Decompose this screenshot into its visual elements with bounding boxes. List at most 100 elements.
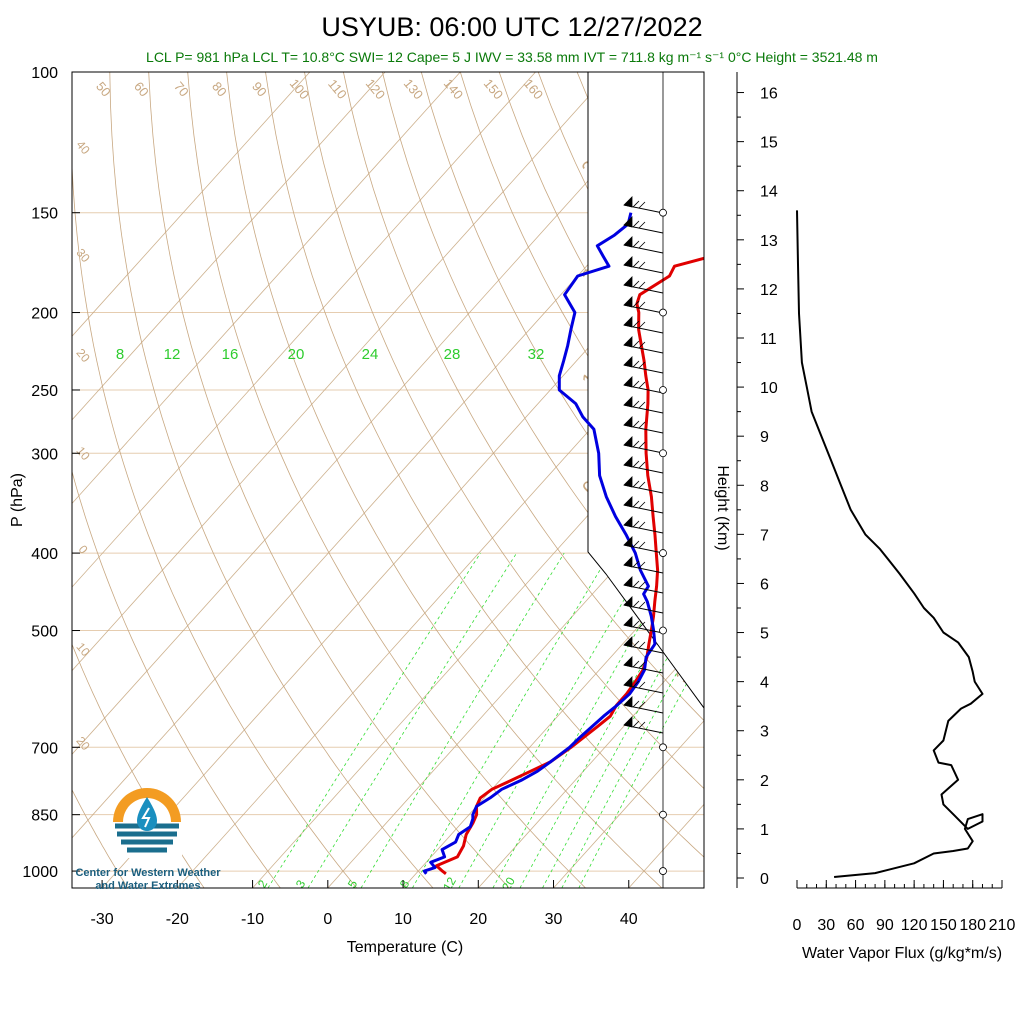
wind-barb-flag <box>623 636 646 649</box>
wind-barb-flag <box>623 336 646 349</box>
temperature-axis-label: Temperature (C) <box>347 939 463 956</box>
isotherm-line <box>72 72 461 505</box>
height-tick-label: 5 <box>760 626 769 643</box>
pressure-tick-label: 300 <box>31 446 58 463</box>
dry-adiabat-line <box>72 470 281 888</box>
mixing-ratio-label: 28 <box>444 346 461 363</box>
pressure-axis-label: P (hPa) <box>9 473 26 527</box>
flux-line <box>796 210 984 878</box>
flux-tick-label: 60 <box>847 917 865 934</box>
wind-barb-flag <box>623 416 646 429</box>
dry-adiabat-label: 110 <box>325 76 350 102</box>
adiabat-label: 10 <box>73 640 93 659</box>
dry-adiabat-line <box>343 72 704 722</box>
height-tick-label: 12 <box>760 282 778 299</box>
height-tick-label: 14 <box>760 184 778 201</box>
mixing-ratio-label: 8 <box>116 346 124 363</box>
mixing-ratio-line <box>492 552 683 888</box>
mixing-ratio-label: 2 <box>255 877 271 890</box>
pressure-tick-label: 700 <box>31 740 58 757</box>
wind-barb-flag <box>623 396 646 409</box>
flux-tick-label: 180 <box>959 917 986 934</box>
wind-barb-flag <box>623 556 646 569</box>
mixing-ratio-line <box>360 552 565 888</box>
mixing-ratio-label: 32 <box>528 346 545 363</box>
logo-text-line2: and Water Extremes <box>95 880 200 892</box>
mixing-ratio-label: 3 <box>293 877 309 890</box>
dry-adiabat-line <box>187 72 586 888</box>
isotherm-line <box>779 72 1024 888</box>
wind-barb-flag <box>623 676 646 689</box>
dry-adiabat-label: 50 <box>93 79 114 100</box>
height-tick-label: 10 <box>760 380 778 397</box>
skew-t-frame <box>71 71 705 889</box>
height-tick-label: 8 <box>760 478 769 495</box>
isotherm-line <box>72 72 386 421</box>
pressure-tick-label: 250 <box>31 383 58 400</box>
wind-barb-flag <box>623 696 646 709</box>
temperature-axis: -30 -20 -10 0 10 20 30 40 <box>91 880 638 928</box>
pressure-tick-label: 150 <box>31 206 58 223</box>
flux-tick-label: 90 <box>876 917 894 934</box>
wind-barb-circle <box>659 810 667 819</box>
mixing-ratio-label: 5 <box>345 877 361 890</box>
height-tick-label: 16 <box>760 86 778 103</box>
isotherm-line <box>703 887 704 888</box>
flux-tick-label: 0 <box>793 917 802 934</box>
temperature-tick-label: 10 <box>394 911 412 928</box>
dry-adiabat-label: 80 <box>209 79 230 100</box>
mixing-ratio-label: 12 <box>440 874 459 893</box>
wind-barb-flag <box>623 196 646 209</box>
dry-adiabat-line <box>72 789 129 888</box>
isotherm-line <box>477 636 704 888</box>
flux-tick-label: 150 <box>930 917 957 934</box>
isotherm-line <box>72 72 687 755</box>
height-tick-label: 9 <box>760 429 769 446</box>
dry-adiabat-line <box>148 72 510 888</box>
height-tick-label: 2 <box>760 773 769 790</box>
wind-barb-flag <box>623 656 646 669</box>
wind-barb-circle <box>659 208 667 217</box>
temperature-tick-label: 20 <box>469 911 487 928</box>
pressure-tick-label: 400 <box>31 546 58 563</box>
flux-tick-label: 120 <box>901 917 928 934</box>
dry-adiabat-label: 60 <box>131 79 152 100</box>
wind-barb-circle <box>659 867 667 875</box>
adiabat-label: 0 <box>76 542 91 556</box>
temperature-tick-label: 0 <box>323 911 332 928</box>
wind-barb-flag <box>623 236 646 249</box>
mixing-ratio-line <box>307 552 517 888</box>
wind-barb-flag <box>623 476 646 489</box>
adiabat-label: 40 <box>73 138 93 157</box>
temperature-tick-label: -20 <box>166 911 189 928</box>
pressure-tick-label: 850 <box>31 808 58 825</box>
isotherm-line <box>177 302 704 888</box>
wind-barb-flag <box>623 216 646 229</box>
height-tick-label: 7 <box>760 527 769 544</box>
wind-barb-flag <box>623 356 646 369</box>
pressure-tick-label: 1000 <box>22 864 58 881</box>
isotherm-line <box>72 72 536 588</box>
wind-barb-flag <box>623 516 646 529</box>
dry-adiabat-label: 160 <box>521 76 546 102</box>
temperature-tick-label: 40 <box>620 911 638 928</box>
adiabat-label: 20 <box>73 734 93 753</box>
mixing-ratio-line <box>578 650 704 888</box>
dry-adiabat-line <box>265 72 704 858</box>
dry-adiabat-line <box>72 157 358 888</box>
wind-barb-circle <box>659 743 667 752</box>
height-tick-label: 15 <box>760 135 778 152</box>
flux-axis-label: Water Vapor Flux (g/kg*m/s) <box>802 945 1002 962</box>
isotherm-line <box>402 553 704 888</box>
flux-tick-label: 30 <box>817 917 835 934</box>
mixing-ratio-line <box>542 591 704 888</box>
wind-barb-flag <box>623 276 646 289</box>
flux-tick-label: 210 <box>989 917 1016 934</box>
mixing-ratio-line <box>412 552 611 888</box>
wind-barb-flag <box>623 376 646 389</box>
wind-barb-circle <box>659 308 667 317</box>
cw3e-logo: Center for Western Weather and Water Ext… <box>75 788 221 892</box>
chart-title: USYUB: 06:00 UTC 12/27/2022 <box>321 12 702 42</box>
